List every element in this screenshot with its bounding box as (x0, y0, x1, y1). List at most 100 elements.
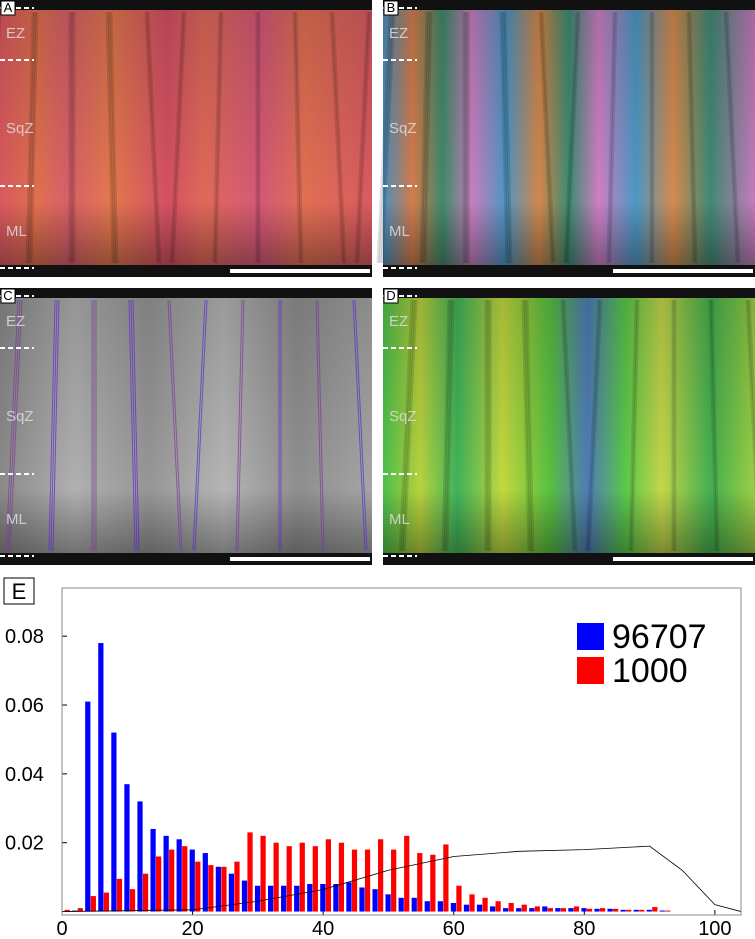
bar (613, 908, 619, 912)
grain-streak (501, 11, 511, 264)
legend-label: 1000 (612, 652, 688, 690)
panel-label-box (383, 288, 399, 304)
grain-streak (380, 11, 396, 264)
zone-label: SqZ (389, 120, 417, 137)
bar (189, 849, 195, 912)
grain-streak (402, 299, 418, 552)
grain-streak (503, 11, 513, 264)
bar (215, 866, 221, 912)
bar (404, 835, 410, 912)
zone-label: EZ (389, 313, 408, 330)
grain-streak (376, 11, 392, 264)
bar (620, 909, 626, 912)
bar (234, 861, 240, 912)
bar (607, 908, 613, 912)
x-tick-label: 20 (181, 918, 203, 939)
grain-streak (52, 299, 60, 552)
grain-streak (747, 299, 755, 457)
grain-streak (421, 11, 431, 264)
bar (129, 889, 136, 912)
y-tick-label: 0.02 (5, 833, 44, 855)
image-panel: D EZ SqZ ML (383, 288, 755, 565)
bar (247, 832, 253, 912)
bar (260, 835, 266, 912)
bar (450, 902, 457, 912)
bar (646, 909, 652, 912)
bar (312, 846, 318, 912)
y-tick-label: 0.08 (5, 626, 44, 648)
plot-frame (61, 587, 742, 916)
panel-label: A (4, 0, 13, 15)
bar (503, 908, 509, 912)
zone-label: SqZ (389, 408, 417, 425)
bar (391, 849, 397, 912)
bar (437, 901, 443, 912)
bar (182, 846, 188, 912)
bar (195, 861, 201, 912)
bar (489, 906, 496, 912)
panel-label: E (12, 579, 27, 604)
micrograph-shading (0, 298, 372, 553)
bar (542, 906, 548, 912)
grain-streak (563, 11, 579, 264)
grain-streak (214, 11, 224, 264)
bar (633, 909, 639, 912)
bar (77, 908, 83, 912)
bar (307, 884, 313, 912)
x-tick-label: 0 (56, 918, 67, 939)
bar (626, 909, 632, 912)
panel-label: D (386, 288, 395, 303)
grain-streak (443, 299, 453, 552)
bar (430, 854, 436, 912)
grain-streak (587, 299, 603, 552)
scale-bar (230, 557, 370, 561)
cumulative-line (61, 845, 742, 912)
grain-streak (130, 299, 138, 552)
image-panels: A EZ SqZ ML B EZ SqZ ML C EZ SqZ ML D EZ SqZ ML (0, 0, 755, 565)
micrograph-shading (383, 298, 755, 553)
grain-streak (354, 299, 368, 552)
bar (241, 880, 248, 912)
zone-label: EZ (6, 25, 25, 42)
grain-streak (562, 299, 578, 552)
grain-streak (419, 11, 429, 264)
grain-streak (27, 11, 37, 264)
bar (573, 906, 580, 912)
bar (521, 904, 527, 912)
x-tick-label: 40 (312, 918, 334, 939)
grain-streak (560, 299, 576, 552)
bar (150, 828, 156, 912)
grain-streak (378, 11, 394, 264)
grain-streak (192, 299, 206, 552)
bar (98, 643, 104, 912)
bar (599, 908, 606, 912)
grain-streak (50, 299, 58, 552)
grain-streak (538, 11, 554, 264)
grain-streak (441, 299, 451, 552)
grain-streak (294, 11, 304, 264)
grain-streak (169, 11, 185, 264)
bar (372, 889, 378, 912)
zone-label: ML (6, 511, 27, 528)
panel-label-box (3, 577, 35, 605)
grain-streak (237, 299, 245, 552)
bar (320, 884, 326, 912)
bar (228, 873, 235, 912)
grain-streak (169, 299, 183, 552)
panel-label-box (0, 288, 16, 304)
bar (398, 897, 404, 912)
grain-streak (354, 11, 370, 264)
bar (221, 866, 227, 912)
bar (659, 910, 665, 912)
grain-streak (128, 299, 136, 552)
grain-streak (235, 299, 243, 552)
bar (469, 894, 475, 912)
bar (273, 842, 279, 912)
grain-streak (331, 11, 347, 264)
grain-streak (608, 11, 618, 264)
bar (534, 906, 540, 912)
bar (281, 885, 287, 912)
bar (385, 894, 391, 912)
bar (90, 896, 96, 912)
